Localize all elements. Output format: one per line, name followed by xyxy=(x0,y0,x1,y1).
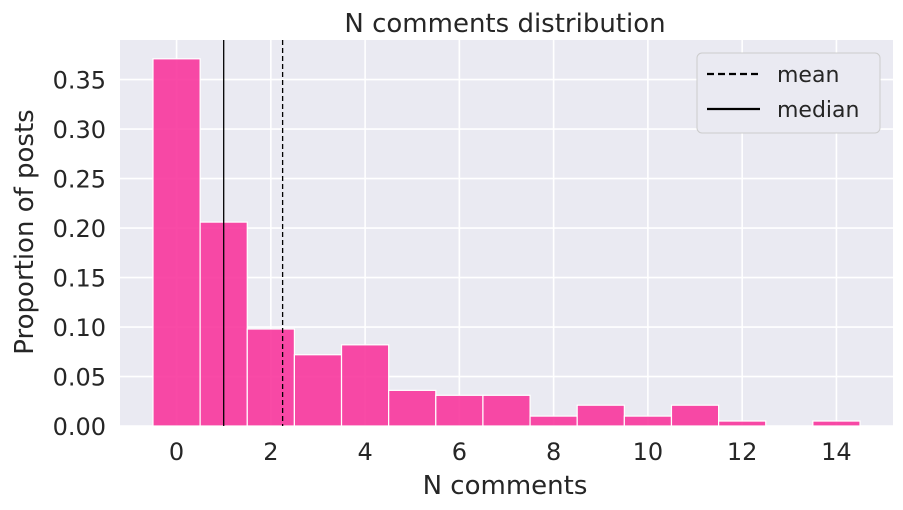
y-tick-label: 0.05 xyxy=(53,364,106,392)
x-tick-label: 6 xyxy=(452,438,467,466)
y-tick-label: 0.10 xyxy=(53,314,106,342)
y-tick-label: 0.15 xyxy=(53,265,106,293)
histogram-bar xyxy=(812,420,861,427)
histogram-bar xyxy=(529,415,578,427)
histogram-bar xyxy=(718,420,767,427)
histogram-bar xyxy=(670,404,720,427)
y-axis-label: Proportion of posts xyxy=(10,109,40,354)
legend-median-label: median xyxy=(777,98,859,123)
histogram-bar xyxy=(152,58,201,427)
histogram-bar xyxy=(340,344,390,427)
y-tick-label: 0.35 xyxy=(53,67,106,95)
x-tick-label: 10 xyxy=(633,438,664,466)
y-tick-label: 0.25 xyxy=(53,166,106,194)
histogram-bar xyxy=(293,354,343,427)
x-tick-label: 8 xyxy=(546,438,561,466)
histogram-bar xyxy=(246,328,295,427)
y-tick-label: 0.30 xyxy=(53,116,106,144)
chart-title: N comments distribution xyxy=(344,9,665,39)
y-tick-label: 0.00 xyxy=(53,413,106,441)
x-tick-label: 12 xyxy=(727,438,758,466)
histogram-bar xyxy=(623,415,673,427)
y-tick-labels: 0.00 0.05 0.10 0.15 0.20 0.25 0.30 0.35 xyxy=(53,67,106,441)
reference-lines xyxy=(223,40,284,426)
histogram-bar xyxy=(388,389,437,427)
x-tick-label: 2 xyxy=(263,438,278,466)
x-tick-label: 4 xyxy=(357,438,372,466)
histogram-bar xyxy=(482,394,531,427)
x-tick-label: 0 xyxy=(169,438,184,466)
x-tick-labels: 0 2 4 6 8 10 12 14 xyxy=(169,438,852,466)
histogram-bar xyxy=(435,394,484,427)
x-axis-label: N comments xyxy=(423,471,588,501)
x-tick-label: 14 xyxy=(821,438,852,466)
histogram-bar xyxy=(576,404,625,427)
legend-mean-label: mean xyxy=(777,63,839,88)
y-tick-label: 0.20 xyxy=(53,215,106,243)
legend: mean median xyxy=(696,52,881,134)
